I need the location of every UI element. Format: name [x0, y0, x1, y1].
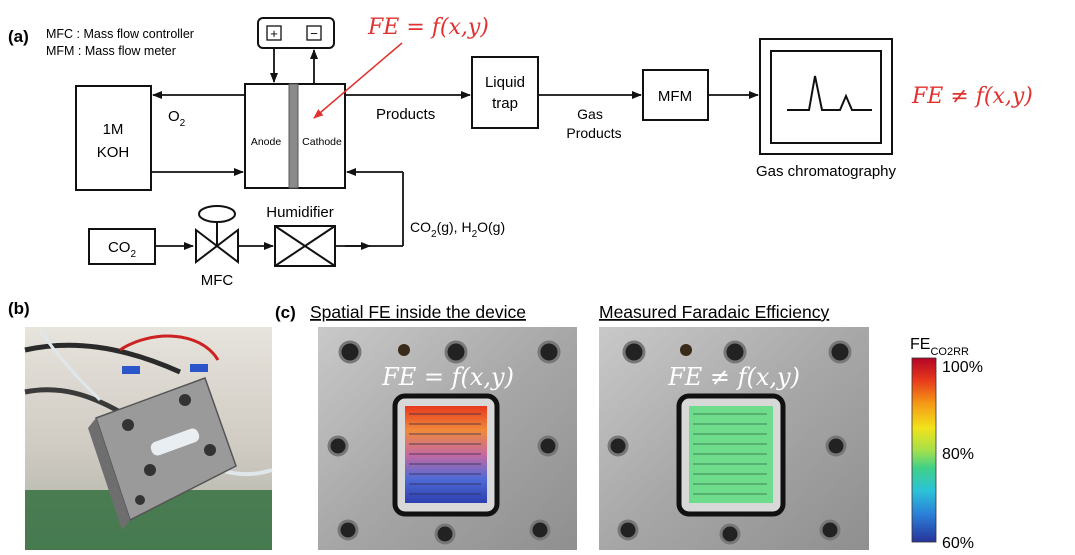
- colorbar-title: FECO2RR: [910, 336, 969, 358]
- colorbar-tick-100: 100%: [942, 359, 983, 376]
- colorbar-tick-80: 80%: [942, 446, 974, 463]
- co2-label: CO2: [108, 239, 137, 260]
- overlay-fe-independent: FE ≠ f(x,y): [667, 363, 800, 391]
- chromatogram-trace: [787, 75, 872, 111]
- colorbar-gradient: [911, 357, 937, 543]
- photo-spatial-fe: [318, 327, 577, 550]
- panel-c-label: (c): [275, 303, 296, 322]
- products-label: Products: [376, 106, 435, 123]
- humidifier-label: Humidifier: [266, 204, 334, 221]
- plus-terminal: [266, 25, 282, 41]
- legend-mfc: MFC : Mass flow controller: [46, 27, 194, 41]
- anode-label: Anode: [251, 136, 282, 148]
- koh-reservoir: [75, 85, 152, 191]
- panel-b-label: (b): [8, 299, 30, 318]
- gc-label: Gas chromatography: [756, 163, 897, 180]
- koh-label-1: 1M: [103, 121, 124, 138]
- mfc-valve-icon: [195, 227, 239, 265]
- gc-screen: [770, 50, 882, 144]
- plus-sign: +: [270, 26, 278, 41]
- colorbar-tick-60: 60%: [942, 535, 974, 550]
- gas-products-label-2: Products: [566, 125, 621, 141]
- minus-sign: −: [310, 26, 318, 41]
- minus-terminal: [306, 25, 322, 41]
- feed-gas-label: CO2(g), H2O(g): [410, 219, 505, 240]
- mfc-label: MFC: [201, 272, 234, 289]
- legend-mfm: MFM : Mass flow meter: [46, 44, 176, 58]
- gas-products-label-1: Gas: [577, 106, 603, 122]
- cathode-label: Cathode: [302, 136, 342, 148]
- membrane: [288, 83, 299, 189]
- fe-pointer-arrow: [313, 42, 403, 119]
- humidifier-cross-2: [274, 225, 336, 267]
- photo-measured-fe: [599, 327, 869, 550]
- liquid-trap-label-2: trap: [492, 95, 518, 112]
- liquid-trap: [471, 56, 539, 129]
- mass-flow-meter: [642, 69, 709, 121]
- device-photo: [24, 327, 273, 550]
- title-measured-fe: Measured Faradaic Efficiency: [599, 302, 829, 322]
- o2-label: O2: [168, 108, 186, 129]
- mfc-knob: [198, 205, 236, 223]
- koh-label-2: KOH: [97, 144, 130, 161]
- mfm-label: MFM: [658, 88, 692, 105]
- liquid-trap-label-1: Liquid: [485, 74, 525, 91]
- overlay-fe-dependent: FE = f(x,y): [381, 363, 514, 391]
- title-spatial-fe: Spatial FE inside the device: [310, 302, 526, 322]
- panel-a-label: (a): [8, 27, 29, 46]
- fe-dependence-label: FE = f(x,y): [367, 15, 489, 40]
- fe-independent-label: FE ≠ f(x,y): [911, 84, 1033, 109]
- co2-supply: [88, 228, 156, 265]
